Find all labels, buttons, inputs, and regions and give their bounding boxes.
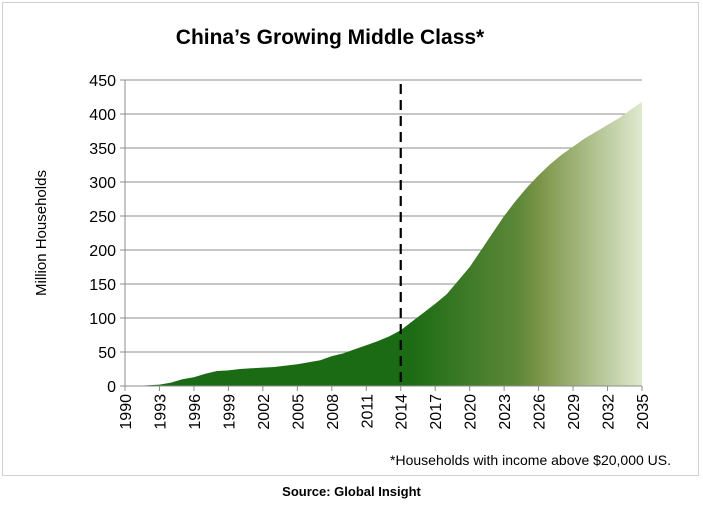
x-tick-label: 2017 [428,394,445,430]
x-tick-label: 2002 [256,394,273,430]
x-tick-label: 1993 [152,394,169,430]
x-tick-label: 1996 [187,394,204,430]
x-tick-label: 2026 [532,394,549,430]
x-tick-label: 2023 [497,394,514,430]
x-tick-label: 2035 [635,394,652,430]
y-tick-label: 250 [89,209,116,226]
x-tick-label: 1990 [118,394,135,430]
x-tick-label: 2005 [290,394,307,430]
source-label: Source: Global Insight [282,484,421,499]
x-tick-label: 2032 [601,394,618,430]
x-tick-label: 2020 [463,394,480,430]
x-tick-label: 1999 [221,394,238,430]
y-tick-label: 200 [89,243,116,260]
chart-border [2,2,699,476]
footnote: *Households with income above $20,000 US… [390,452,671,468]
y-tick-label: 50 [98,345,116,362]
x-tick-label: 2014 [394,394,411,430]
chart-title: China’s Growing Middle Class* [175,26,485,49]
x-tick-label: 2008 [325,394,342,430]
y-axis-label: Million Households [33,170,50,296]
x-tick-label: 2011 [359,394,376,429]
y-tick-label: 400 [89,107,116,124]
area-series-middle-class [125,101,642,387]
x-tick-label: 2029 [566,394,583,430]
y-tick-label: 350 [89,141,116,158]
y-tick-label: 300 [89,175,116,192]
y-tick-label: 100 [89,311,116,328]
y-tick-label: 0 [107,379,116,396]
y-tick-label: 150 [89,277,116,294]
y-tick-label: 450 [89,73,116,90]
